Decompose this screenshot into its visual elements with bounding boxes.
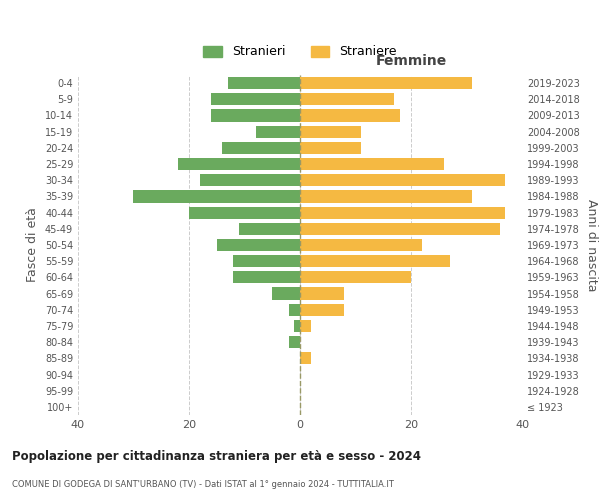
Bar: [300, 126, 361, 138]
Legend: Stranieri, Straniere: Stranieri, Straniere: [198, 40, 402, 64]
Bar: [233, 272, 300, 283]
Bar: [228, 77, 300, 89]
Bar: [300, 110, 400, 122]
Bar: [300, 158, 444, 170]
Bar: [300, 93, 394, 106]
Bar: [300, 272, 411, 283]
Bar: [178, 158, 300, 170]
Bar: [300, 206, 505, 218]
Bar: [211, 93, 300, 106]
Bar: [300, 239, 422, 251]
Y-axis label: Fasce di età: Fasce di età: [26, 208, 39, 282]
Bar: [300, 77, 472, 89]
Bar: [200, 174, 300, 186]
Bar: [239, 222, 300, 235]
Bar: [300, 255, 450, 268]
Bar: [272, 288, 300, 300]
Bar: [289, 336, 300, 348]
Bar: [300, 288, 344, 300]
Text: Popolazione per cittadinanza straniera per età e sesso - 2024: Popolazione per cittadinanza straniera p…: [12, 450, 421, 463]
Y-axis label: Anni di nascita: Anni di nascita: [585, 198, 598, 291]
Bar: [233, 255, 300, 268]
Bar: [189, 206, 300, 218]
Bar: [217, 239, 300, 251]
Bar: [300, 352, 311, 364]
Bar: [211, 110, 300, 122]
Bar: [222, 142, 300, 154]
Bar: [300, 142, 361, 154]
Text: COMUNE DI GODEGA DI SANT'URBANO (TV) - Dati ISTAT al 1° gennaio 2024 - TUTTITALI: COMUNE DI GODEGA DI SANT'URBANO (TV) - D…: [12, 480, 394, 489]
Bar: [133, 190, 300, 202]
Bar: [300, 190, 472, 202]
Bar: [300, 304, 344, 316]
Bar: [300, 174, 505, 186]
Bar: [289, 304, 300, 316]
Text: Femmine: Femmine: [376, 54, 446, 68]
Bar: [295, 320, 300, 332]
Bar: [300, 320, 311, 332]
Bar: [256, 126, 300, 138]
Bar: [300, 222, 500, 235]
